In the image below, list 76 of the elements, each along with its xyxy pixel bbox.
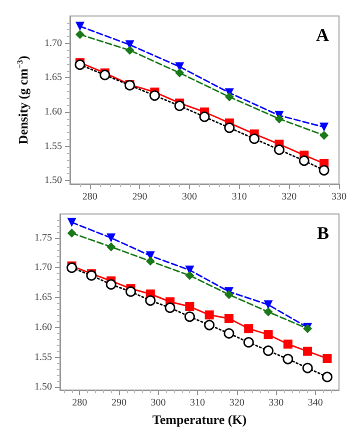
x-tick-label: 320	[229, 398, 244, 409]
x-tick-label: 320	[282, 192, 297, 202]
point	[224, 122, 235, 134]
x-axis-title: Temperature (K)	[152, 412, 247, 427]
point	[106, 242, 116, 252]
point	[249, 133, 260, 144]
point	[75, 22, 84, 31]
x-tick-label: 290	[111, 398, 126, 409]
annotation: B	[316, 223, 330, 243]
point	[204, 320, 215, 330]
point	[282, 354, 294, 364]
y-axis-title: Density (g cm−3)	[16, 56, 30, 144]
y-tick-label: 1.70	[44, 38, 62, 49]
point	[283, 340, 292, 349]
point	[174, 100, 185, 112]
point	[75, 30, 84, 40]
annotation: A	[316, 25, 329, 45]
point	[320, 130, 329, 140]
x-tick-label: 340	[308, 398, 323, 409]
point	[243, 337, 254, 348]
point	[263, 345, 274, 356]
point	[298, 155, 310, 166]
point	[106, 233, 116, 242]
point	[302, 362, 313, 374]
point	[264, 330, 273, 340]
point	[322, 372, 332, 382]
y-tick-label: 1.50	[44, 175, 62, 186]
y-tick-label: 1.65	[34, 292, 52, 304]
point	[67, 228, 76, 238]
point	[320, 122, 329, 132]
point	[274, 144, 284, 155]
x-tick-label: 330	[268, 398, 284, 409]
point	[303, 346, 312, 356]
point	[146, 256, 155, 266]
x-tick-label: 300	[150, 398, 166, 409]
point	[318, 165, 330, 176]
x-tick-label: 330	[332, 192, 346, 202]
point	[175, 68, 184, 78]
point	[86, 270, 97, 281]
point	[149, 90, 160, 101]
y-tick-label: 1.60	[34, 322, 52, 333]
point	[322, 354, 332, 363]
x-tick-label: 280	[72, 398, 88, 409]
y-tick-label: 1.55	[34, 352, 52, 363]
point	[164, 302, 176, 313]
x-tick-label: 310	[232, 192, 247, 202]
point	[100, 70, 110, 80]
point	[204, 310, 214, 320]
point	[274, 114, 284, 124]
point	[67, 218, 76, 227]
x-tick-label: 280	[82, 192, 98, 202]
point	[224, 328, 234, 339]
point	[264, 307, 273, 316]
point	[244, 324, 254, 334]
y-tick-label: 1.75	[34, 232, 52, 244]
point	[145, 295, 156, 306]
point	[125, 46, 134, 55]
point	[185, 270, 194, 280]
point	[224, 314, 234, 323]
y-tick-label: 1.50	[34, 382, 52, 393]
point	[66, 262, 78, 273]
point	[185, 302, 194, 312]
y-tick-label: 1.70	[34, 262, 52, 274]
y-tick-label: 1.60	[44, 106, 62, 118]
point	[74, 59, 86, 70]
point	[199, 112, 210, 122]
x-tick-label: 310	[190, 398, 206, 409]
y-tick-label: 1.55	[44, 140, 62, 152]
point	[106, 279, 116, 290]
x-tick-label: 300	[182, 192, 198, 202]
point	[224, 290, 234, 300]
point	[184, 311, 195, 322]
point	[224, 92, 234, 102]
x-tick-label: 290	[132, 192, 148, 202]
point	[125, 286, 136, 297]
y-tick-label: 1.65	[44, 72, 62, 84]
